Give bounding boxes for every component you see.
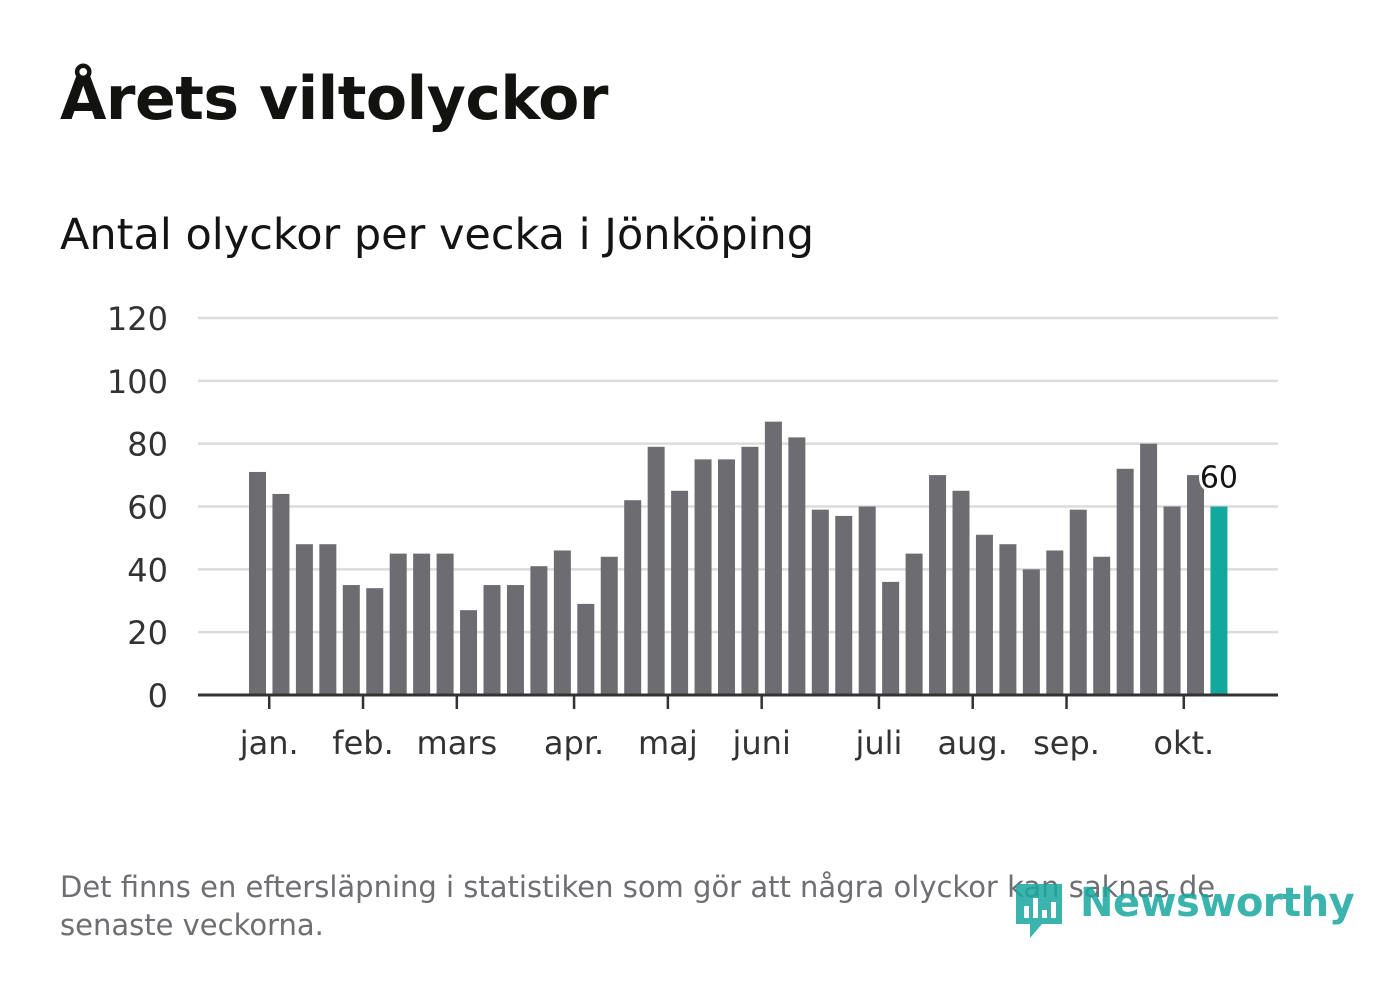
y-axis-labels: 0 20 40 60 80 100 120 — [107, 300, 168, 715]
bar — [999, 544, 1017, 695]
bar — [1187, 475, 1204, 695]
x-tick-label: apr. — [544, 724, 604, 762]
bar — [952, 490, 970, 695]
chart-subtitle: Antal olyckor per vecka i Jönköping — [60, 210, 814, 260]
x-axis: jan. feb. mars apr. maj juni juli aug. sep. okt. — [198, 693, 1278, 762]
x-tick-label: juni — [732, 724, 791, 762]
newsworthy-logo-icon — [1016, 884, 1062, 938]
bar — [413, 553, 431, 695]
bar — [1140, 443, 1158, 695]
bar — [319, 544, 337, 695]
y-tick-label: 60 — [127, 489, 168, 527]
bar — [764, 421, 782, 695]
bar — [553, 550, 571, 695]
y-tick-label: 120 — [107, 300, 168, 338]
bar — [249, 471, 266, 695]
bar — [460, 610, 478, 695]
bar — [1069, 509, 1087, 695]
bar — [671, 490, 689, 695]
bar — [975, 534, 993, 695]
bar — [530, 566, 548, 695]
x-tick-label: okt. — [1153, 724, 1214, 762]
x-tick-label: aug. — [938, 724, 1008, 762]
bar — [272, 493, 290, 695]
bar — [718, 459, 735, 695]
bar — [483, 585, 501, 695]
bar — [694, 459, 712, 695]
bars — [249, 421, 1228, 695]
bar — [905, 553, 923, 695]
annotations: 60 — [1197, 458, 1241, 499]
bar — [1163, 506, 1181, 695]
bar — [647, 446, 665, 695]
bar — [389, 553, 407, 695]
grid-lines — [198, 316, 1278, 634]
bar-highlight — [1210, 506, 1228, 695]
bar — [811, 509, 829, 695]
y-tick-label: 100 — [107, 363, 168, 401]
chart-title: Årets viltolyckor — [60, 64, 609, 134]
x-tick-label: maj — [638, 724, 698, 762]
x-tick-label: juli — [854, 724, 902, 762]
x-tick-label: jan. — [239, 724, 299, 762]
bar — [295, 544, 313, 695]
y-tick-label: 0 — [148, 677, 168, 715]
bar — [506, 585, 524, 695]
bar — [1116, 468, 1134, 695]
bar — [1022, 569, 1040, 695]
bar — [788, 437, 806, 695]
brand-logo: Newsworthy — [1012, 880, 1355, 944]
bar — [600, 556, 618, 695]
x-tick-label: feb. — [332, 724, 393, 762]
bar — [624, 500, 642, 695]
y-tick-label: 80 — [127, 426, 168, 464]
bar — [882, 581, 900, 695]
bar — [741, 446, 759, 695]
bar — [929, 475, 947, 695]
bar — [577, 603, 595, 695]
bar — [858, 506, 876, 695]
bar — [436, 553, 454, 695]
bar — [1046, 550, 1064, 695]
y-tick-label: 20 — [127, 614, 168, 652]
bar — [342, 585, 360, 695]
bar — [1093, 556, 1111, 695]
y-tick-label: 40 — [127, 551, 168, 589]
bar — [366, 588, 384, 695]
bar — [835, 515, 853, 695]
x-tick-label: mars — [417, 724, 498, 762]
highlight-value-label: 60 — [1200, 461, 1238, 496]
brand-name: Newsworthy — [1080, 880, 1355, 926]
x-tick-label: sep. — [1033, 724, 1100, 762]
